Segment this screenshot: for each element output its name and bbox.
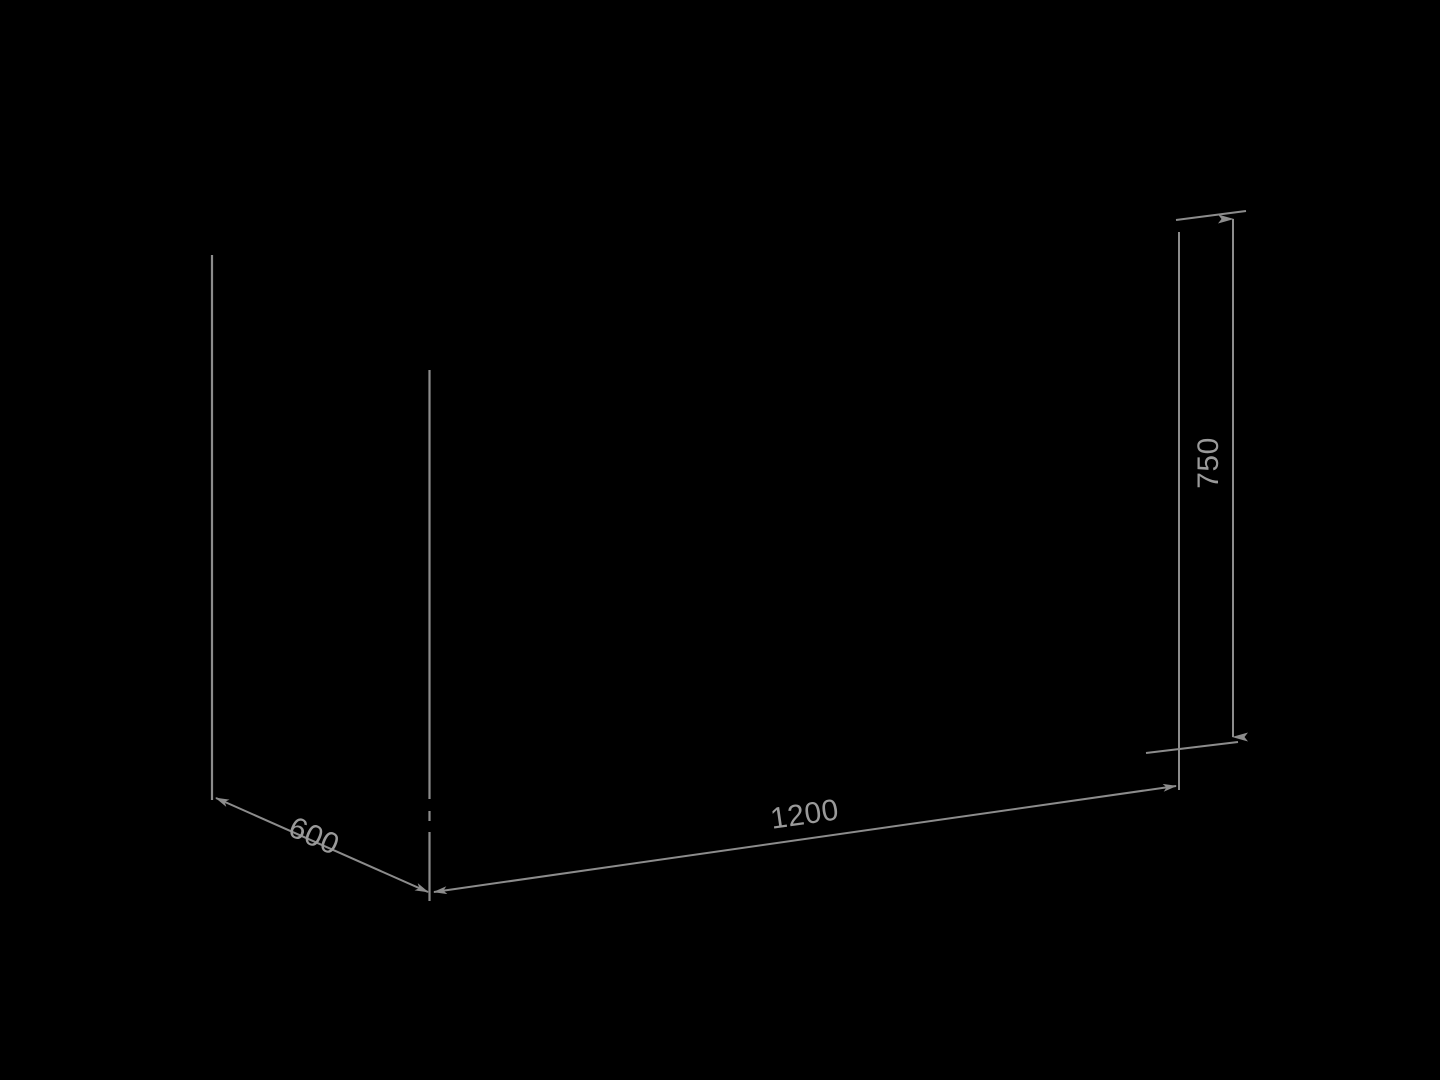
model-edges <box>210 232 1180 901</box>
dimension-600-line <box>215 797 429 893</box>
extension-lines <box>1145 210 1247 754</box>
top-extension-line <box>1175 210 1247 221</box>
dimension-1200[interactable]: 1200 <box>433 783 1177 895</box>
dimension-1200-line <box>433 783 1177 895</box>
dimension-750-label: 750 <box>1192 437 1225 489</box>
dimension-750[interactable]: 750 <box>1192 214 1248 742</box>
bottom-extension-line <box>1145 741 1239 754</box>
